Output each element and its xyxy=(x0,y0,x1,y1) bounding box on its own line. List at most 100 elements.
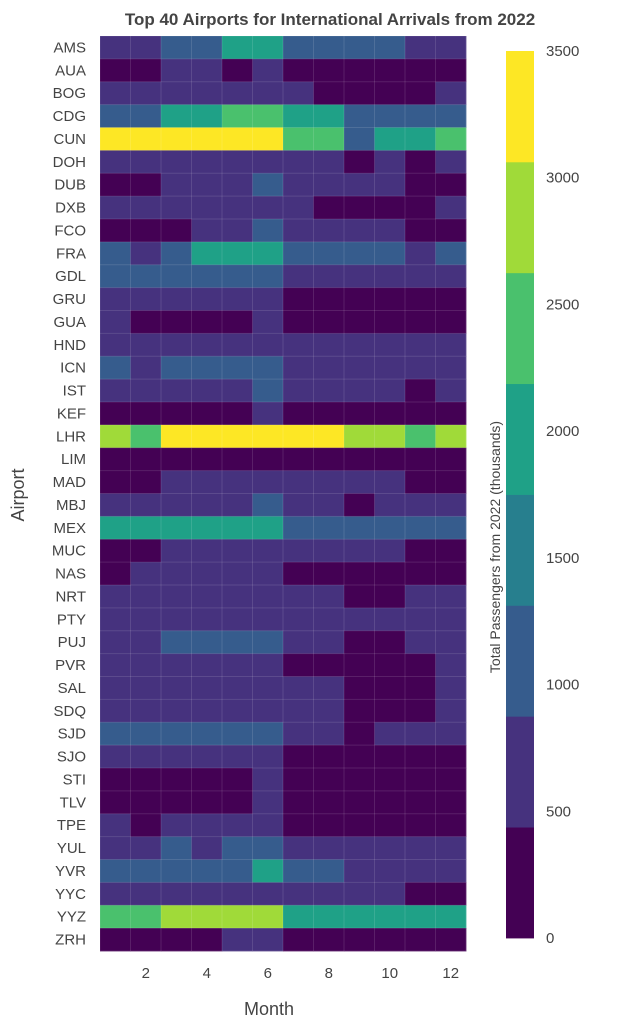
heatmap-cell xyxy=(313,402,345,426)
heatmap-cell xyxy=(344,699,375,723)
heatmap-cell xyxy=(252,81,284,106)
heatmap-cell xyxy=(374,905,406,929)
y-tick-label: BOG xyxy=(53,85,86,102)
heatmap-cell xyxy=(435,905,467,929)
colorbar-segment xyxy=(506,161,534,274)
heatmap-cell xyxy=(100,699,131,723)
heatmap-cell xyxy=(283,516,314,540)
heatmap-cell xyxy=(344,585,375,609)
heatmap-cell xyxy=(405,768,436,792)
heatmap-cell xyxy=(374,150,406,174)
heatmap-cell xyxy=(313,836,345,860)
heatmap-cell xyxy=(405,36,436,60)
heatmap-cell xyxy=(252,104,284,128)
heatmap-cell xyxy=(130,287,162,311)
heatmap-cell xyxy=(222,745,253,769)
heatmap-cell xyxy=(283,493,314,517)
heatmap-cell xyxy=(405,928,436,952)
heatmap-cell xyxy=(252,516,284,540)
heatmap-cell xyxy=(435,813,467,838)
heatmap-cell xyxy=(344,653,375,677)
colorbar-segment xyxy=(506,827,534,939)
heatmap-cell xyxy=(161,745,192,769)
heatmap-cell xyxy=(100,745,131,769)
heatmap-cell xyxy=(161,813,192,838)
heatmap-cell xyxy=(374,722,406,746)
heatmap-cell xyxy=(344,81,375,106)
colorbar-tick-label: 2500 xyxy=(546,296,579,313)
heatmap-cell xyxy=(130,219,162,243)
heatmap-cell xyxy=(161,882,192,906)
heatmap-cell xyxy=(374,493,406,517)
heatmap-cell xyxy=(222,196,253,220)
heatmap-cell xyxy=(344,424,375,449)
y-tick-label: MUC xyxy=(52,543,86,560)
heatmap-cell xyxy=(191,905,223,929)
heatmap-cell xyxy=(191,630,223,655)
heatmap-cell xyxy=(222,36,253,60)
heatmap-cell xyxy=(283,859,314,883)
y-tick-label: NRT xyxy=(55,588,86,605)
heatmap-cell xyxy=(435,859,467,883)
heatmap-cell xyxy=(252,241,284,266)
heatmap-cell xyxy=(222,722,253,746)
heatmap-cell xyxy=(130,104,162,128)
heatmap-cell xyxy=(252,562,284,586)
heatmap-cell xyxy=(435,196,467,220)
heatmap-cell xyxy=(100,173,131,197)
heatmap-cell xyxy=(191,173,223,197)
heatmap-cell xyxy=(374,676,406,700)
heatmap-cell xyxy=(252,745,284,769)
chart-title: Top 40 Airports for International Arriva… xyxy=(125,10,535,29)
heatmap-cell xyxy=(161,173,192,197)
heatmap-cell xyxy=(435,653,467,677)
heatmap-cell xyxy=(100,447,131,472)
heatmap-cell xyxy=(130,630,162,655)
heatmap-cell xyxy=(435,676,467,700)
heatmap-cell xyxy=(100,402,131,426)
heatmap-cell xyxy=(283,379,314,403)
heatmap-cell xyxy=(100,790,131,815)
heatmap-cell xyxy=(435,585,467,609)
heatmap-cell xyxy=(161,310,192,334)
y-tick-label: GRU xyxy=(53,291,86,308)
x-tick-label: 12 xyxy=(442,965,459,982)
heatmap-cell xyxy=(435,356,467,380)
heatmap-cell xyxy=(222,836,253,860)
heatmap-cell xyxy=(405,424,436,449)
heatmap-cell xyxy=(191,104,223,128)
heatmap-cell xyxy=(313,287,345,311)
heatmap-cell xyxy=(435,790,467,815)
heatmap-cell xyxy=(191,333,223,357)
heatmap-cell xyxy=(313,516,345,540)
heatmap-cell xyxy=(435,287,467,311)
heatmap-cell xyxy=(161,104,192,128)
heatmap-cell xyxy=(374,745,406,769)
x-tick-label: 6 xyxy=(264,965,272,982)
heatmap-cell xyxy=(161,287,192,311)
heatmap-cell xyxy=(405,356,436,380)
heatmap-cell xyxy=(283,127,314,151)
heatmap-cell xyxy=(222,173,253,197)
x-tick-label: 10 xyxy=(381,965,398,982)
y-tick-label: LIM xyxy=(61,451,86,468)
heatmap-cell xyxy=(100,539,131,563)
heatmap-cell xyxy=(344,630,375,655)
heatmap-cell xyxy=(130,585,162,609)
heatmap-cell xyxy=(161,722,192,746)
heatmap-cell xyxy=(374,333,406,357)
heatmap-cell xyxy=(222,539,253,563)
heatmap-cell xyxy=(405,699,436,723)
heatmap-cell xyxy=(252,836,284,860)
heatmap-cell xyxy=(283,882,314,906)
heatmap-cell xyxy=(161,539,192,563)
heatmap-cell xyxy=(435,219,467,243)
heatmap-cell xyxy=(161,356,192,380)
heatmap-cell xyxy=(313,882,345,906)
heatmap-cell xyxy=(374,470,406,494)
heatmap-cell xyxy=(344,768,375,792)
heatmap-cell xyxy=(161,562,192,586)
heatmap-cell xyxy=(374,310,406,334)
heatmap-cell xyxy=(283,424,314,449)
heatmap-cell xyxy=(191,928,223,952)
